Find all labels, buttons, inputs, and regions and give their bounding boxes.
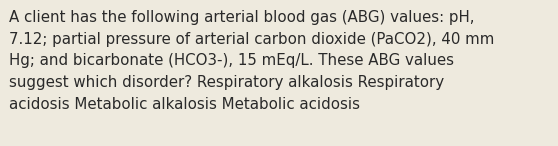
Text: A client has the following arterial blood gas (ABG) values: pH,
7.12; partial pr: A client has the following arterial bloo… <box>9 10 494 112</box>
